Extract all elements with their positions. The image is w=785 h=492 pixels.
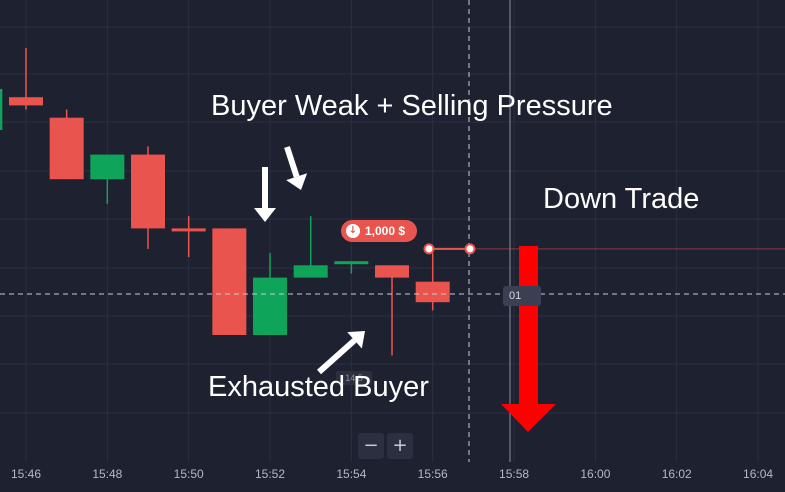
candle-body bbox=[9, 97, 43, 106]
annotation-exhausted-buyer: Exhausted Buyer bbox=[208, 371, 429, 403]
candle-body bbox=[0, 89, 3, 130]
annotation-buyer-weak: Buyer Weak + Selling Pressure bbox=[211, 90, 613, 122]
candle-body bbox=[375, 265, 410, 278]
x-tick-label: 15:50 bbox=[174, 467, 204, 481]
x-tick-label: 16:04 bbox=[743, 467, 773, 481]
trade-open-point bbox=[423, 243, 435, 255]
candle-body bbox=[49, 117, 84, 180]
candle-body bbox=[253, 277, 288, 335]
white-arrow-icon bbox=[284, 146, 308, 190]
x-tick-label: 15:58 bbox=[499, 467, 529, 481]
candle-body bbox=[212, 228, 247, 335]
candle-body bbox=[90, 154, 125, 180]
x-axis-ticks: 15:46 15:48 15:50 15:52 15:54 15:56 15:58 16:00… bbox=[11, 467, 773, 481]
zoom-out-button[interactable]: − bbox=[358, 433, 384, 459]
red-down-arrow-icon bbox=[501, 246, 556, 432]
x-tick-label: 15:54 bbox=[336, 467, 366, 481]
x-tick-label: 16:02 bbox=[662, 467, 692, 481]
x-tick-label: 16:00 bbox=[580, 467, 610, 481]
candle-body bbox=[171, 228, 206, 232]
crosshair-time-label: 14:5 bbox=[336, 371, 372, 385]
trade-amount-badge[interactable]: ↓ 1,000 $ bbox=[341, 220, 417, 242]
x-tick-label: 15:56 bbox=[418, 467, 448, 481]
white-arrow-icon bbox=[317, 331, 365, 375]
current-price-label: 01 bbox=[503, 286, 541, 306]
candles bbox=[0, 48, 450, 356]
candle-body bbox=[131, 154, 166, 229]
white-arrow-icon bbox=[254, 167, 276, 222]
x-tick-label: 15:48 bbox=[92, 467, 122, 481]
annotation-down-trade: Down Trade bbox=[543, 183, 700, 215]
x-tick-label: 15:52 bbox=[255, 467, 285, 481]
x-tick-label: 15:46 bbox=[11, 467, 41, 481]
trade-amount: 1,000 $ bbox=[365, 224, 406, 238]
candle-body bbox=[415, 281, 450, 303]
trade-close-point bbox=[464, 243, 476, 255]
zoom-in-button[interactable]: + bbox=[387, 433, 413, 459]
down-arrow-icon: ↓ bbox=[346, 224, 360, 238]
candle-body bbox=[293, 265, 328, 278]
candle-body bbox=[334, 261, 369, 265]
